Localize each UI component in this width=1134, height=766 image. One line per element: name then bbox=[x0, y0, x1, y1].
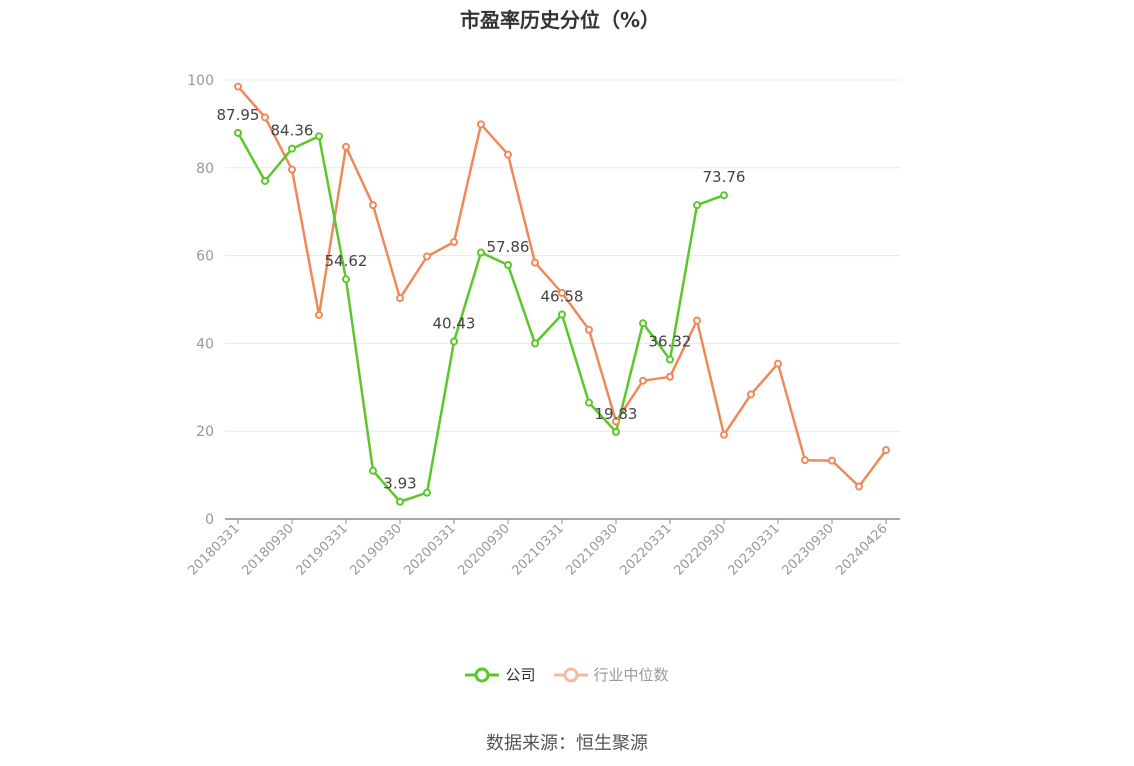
x-tick-label: 20190930 bbox=[347, 521, 404, 578]
data-point-company bbox=[234, 128, 242, 137]
y-tick-label: 0 bbox=[205, 512, 214, 528]
data-point-industry bbox=[423, 252, 431, 261]
legend: 公司 行业中位数 bbox=[0, 664, 1134, 685]
chart-title: 市盈率历史分位（%） bbox=[459, 8, 661, 32]
data-point-industry bbox=[747, 390, 755, 399]
legend-industry-label: 行业中位数 bbox=[593, 666, 669, 684]
y-tick-label: 80 bbox=[196, 161, 214, 177]
data-label-company: 3.93 bbox=[383, 475, 416, 493]
data-point-company bbox=[639, 319, 647, 328]
x-tick-label: 20210331 bbox=[509, 521, 566, 578]
data-point-industry bbox=[801, 456, 809, 465]
data-point-company bbox=[612, 427, 620, 436]
data-label-company: 84.36 bbox=[271, 122, 314, 140]
data-point-company bbox=[693, 201, 701, 210]
data-point-company bbox=[558, 310, 566, 319]
data-point-company bbox=[666, 355, 674, 364]
data-point-industry bbox=[288, 165, 296, 174]
data-point-industry bbox=[855, 482, 863, 491]
data-point-company bbox=[477, 248, 485, 257]
data-point-company bbox=[396, 497, 404, 506]
x-tick-label: 20200331 bbox=[401, 521, 458, 578]
data-point-company bbox=[369, 466, 377, 475]
data-point-industry bbox=[882, 446, 890, 455]
data-point-company bbox=[531, 339, 539, 348]
data-label-company: 73.76 bbox=[703, 168, 746, 186]
data-point-company bbox=[504, 260, 512, 269]
data-point-industry bbox=[477, 120, 485, 129]
data-point-industry bbox=[774, 359, 782, 368]
y-tick-label: 20 bbox=[196, 424, 214, 440]
data-point-industry bbox=[639, 376, 647, 385]
x-tick-label: 20220930 bbox=[671, 521, 728, 578]
data-point-company bbox=[720, 191, 728, 200]
data-labels: 87.95 84.36 54.62 3.93 40.43 57.86 46.58 19.83 3… bbox=[217, 106, 746, 493]
data-point-company bbox=[423, 488, 431, 497]
legend-industry-swatch bbox=[553, 667, 588, 682]
x-tick-label: 20240426 bbox=[833, 521, 890, 578]
x-tick-label: 20190331 bbox=[293, 521, 350, 578]
data-point-industry bbox=[234, 82, 242, 91]
data-label-company: 36.32 bbox=[649, 333, 692, 351]
y-tick-label: 60 bbox=[196, 249, 214, 265]
data-point-industry bbox=[504, 150, 512, 159]
data-label-company: 54.62 bbox=[325, 252, 368, 270]
data-point-industry bbox=[396, 294, 404, 303]
series-line-company bbox=[236, 132, 725, 503]
data-point-company bbox=[450, 337, 458, 346]
data-point-industry bbox=[369, 201, 377, 210]
x-tick-label: 20200930 bbox=[455, 521, 512, 578]
legend-item-company[interactable]: 公司 bbox=[465, 664, 536, 685]
data-point-company bbox=[315, 132, 323, 141]
grid-lines bbox=[225, 79, 900, 432]
data-point-industry bbox=[558, 288, 566, 297]
legend-company-label: 公司 bbox=[505, 666, 536, 684]
y-tick-label: 40 bbox=[196, 336, 214, 352]
data-point-industry bbox=[585, 325, 593, 334]
data-label-company: 19.83 bbox=[595, 405, 638, 423]
legend-company-swatch bbox=[465, 667, 500, 682]
x-tick-label: 20180331 bbox=[185, 521, 242, 578]
data-point-industry bbox=[315, 310, 323, 319]
data-point-industry bbox=[720, 430, 728, 439]
data-label-company: 87.95 bbox=[217, 106, 260, 124]
data-point-industry bbox=[828, 456, 836, 465]
data-point-industry bbox=[450, 237, 458, 246]
data-point-company bbox=[585, 398, 593, 407]
data-point-industry bbox=[612, 417, 620, 426]
x-tick-label: 20210930 bbox=[563, 521, 620, 578]
data-point-industry bbox=[531, 258, 539, 267]
source-note: 数据来源：恒生聚源 bbox=[486, 733, 648, 754]
data-point-industry bbox=[261, 113, 269, 122]
data-point-industry bbox=[666, 372, 674, 381]
data-label-company: 46.58 bbox=[541, 288, 584, 306]
data-point-company bbox=[261, 176, 269, 185]
x-tick-label: 20220331 bbox=[617, 521, 674, 578]
data-point-industry bbox=[342, 142, 350, 151]
data-point-company bbox=[288, 144, 296, 153]
data-label-company: 57.86 bbox=[487, 238, 530, 256]
data-point-company bbox=[342, 275, 350, 284]
data-points bbox=[234, 82, 890, 506]
x-tick-label: 20180930 bbox=[239, 521, 296, 578]
data-label-company: 40.43 bbox=[433, 315, 476, 333]
y-tick-label: 100 bbox=[187, 73, 214, 89]
data-point-industry bbox=[693, 316, 701, 325]
legend-item-industry[interactable]: 行业中位数 bbox=[553, 664, 669, 685]
x-tick-label: 20230331 bbox=[725, 521, 782, 578]
x-tick-label: 20230930 bbox=[779, 521, 836, 578]
